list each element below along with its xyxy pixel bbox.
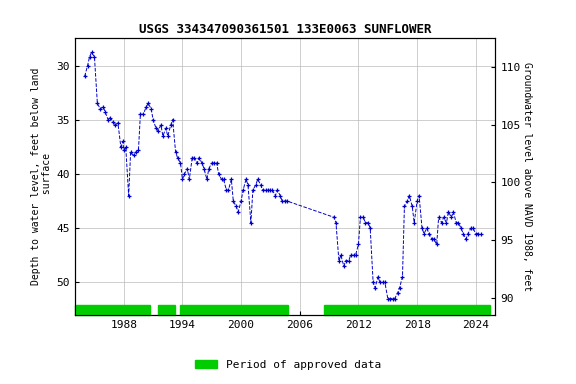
Title: USGS 334347090361501 133E0063 SUNFLOWER: USGS 334347090361501 133E0063 SUNFLOWER xyxy=(139,23,431,36)
Bar xyxy=(158,305,175,315)
Y-axis label: Depth to water level, feet below land
 surface: Depth to water level, feet below land su… xyxy=(31,68,52,285)
Legend: Period of approved data: Period of approved data xyxy=(191,356,385,375)
Bar xyxy=(324,305,491,315)
Y-axis label: Groundwater level above NAVD 1988, feet: Groundwater level above NAVD 1988, feet xyxy=(522,62,532,291)
Bar xyxy=(180,305,288,315)
Bar xyxy=(75,305,150,315)
